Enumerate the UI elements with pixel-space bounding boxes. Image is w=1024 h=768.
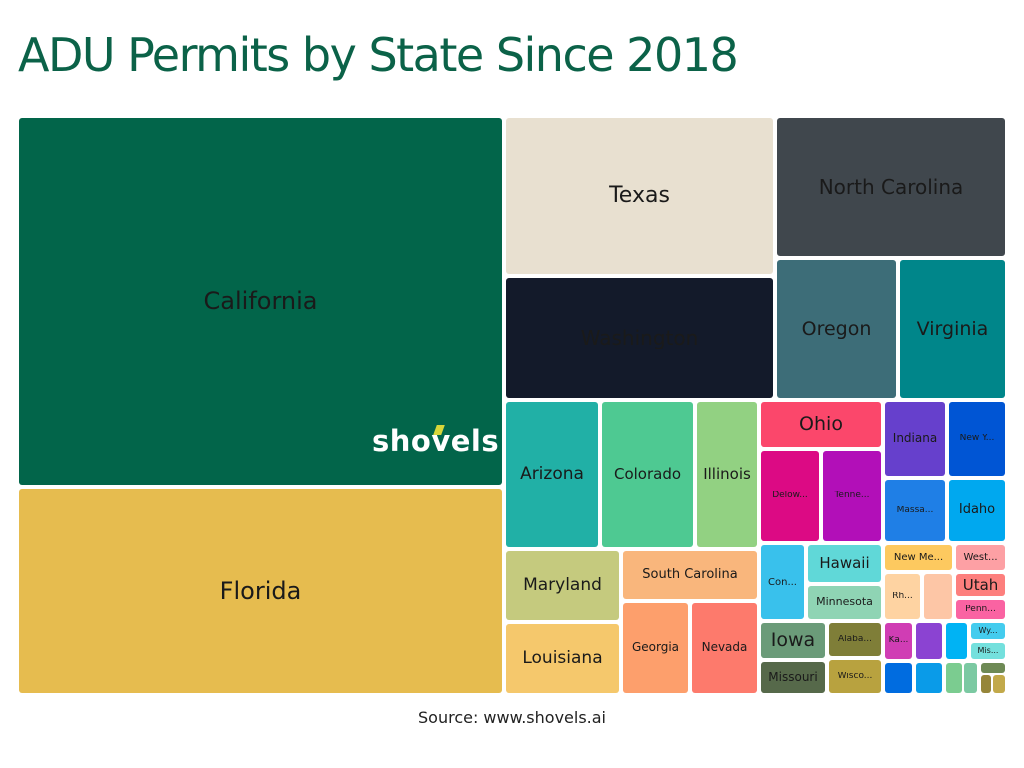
tile-georgia: Georgia <box>623 603 688 693</box>
tile-label: Massa... <box>896 505 934 515</box>
tile-label: Illinois <box>703 466 751 483</box>
tile-new-y: New Y... <box>949 402 1005 476</box>
tile-unlabeled-42 <box>946 663 962 693</box>
tile-ka: Ka... <box>885 623 912 659</box>
tile-unlabeled-43 <box>964 663 977 693</box>
tile-label: Minnesota <box>816 596 873 609</box>
tile-west: West... <box>956 545 1005 570</box>
tile-massa: Massa... <box>885 480 945 541</box>
tile-unlabeled-45 <box>981 675 991 693</box>
tile-label: Wy... <box>978 626 998 635</box>
tile-label: Con... <box>768 576 797 588</box>
tile-label: North Carolina <box>818 176 964 198</box>
tile-label: Iowa <box>770 630 816 651</box>
tile-mis: Mis... <box>971 643 1005 659</box>
tile-label: Mis... <box>977 646 999 655</box>
tile-delow: Delow... <box>761 451 819 541</box>
tile-new-me: New Me... <box>885 545 952 570</box>
tile-indiana: Indiana <box>885 402 945 476</box>
tile-south-carolina: South Carolina <box>623 551 757 599</box>
tile-unlabeled-41 <box>916 663 942 693</box>
tile-tenne: Tenne... <box>823 451 881 541</box>
tile-label: Indiana <box>892 432 938 446</box>
tile-unlabeled-25 <box>924 574 952 619</box>
tile-minnesota: Minnesota <box>808 586 881 619</box>
tile-unlabeled-37 <box>946 623 967 659</box>
tile-label: Texas <box>609 183 670 208</box>
tile-florida: Florida <box>19 489 502 693</box>
tile-label: Ka... <box>888 636 909 646</box>
tile-missouri: Missouri <box>761 662 825 693</box>
tile-label: Wisco... <box>837 671 873 681</box>
tile-idaho: Idaho <box>949 480 1005 541</box>
tile-ohio: Ohio <box>761 402 881 447</box>
tile-label: Hawaii <box>819 555 870 572</box>
tile-label: California <box>203 288 318 315</box>
tile-virginia: Virginia <box>900 260 1005 398</box>
source-note: Source: www.shovels.ai <box>418 708 606 727</box>
tile-label: Colorado <box>613 466 682 483</box>
tile-rh: Rh... <box>885 574 920 619</box>
tile-washington: Washington <box>506 278 773 398</box>
tile-label: Penn... <box>965 604 996 614</box>
tile-arizona: Arizona <box>506 402 598 547</box>
tile-label: Missouri <box>768 670 818 684</box>
tile-label: South Carolina <box>642 567 738 582</box>
tile-label: Tenne... <box>834 491 870 501</box>
tile-label: New Me... <box>893 552 944 563</box>
tile-label: Louisiana <box>522 649 603 668</box>
tile-label: Georgia <box>631 641 680 655</box>
tile-maryland: Maryland <box>506 551 619 620</box>
tile-label: Nevada <box>701 641 748 655</box>
tile-wy: Wy... <box>971 623 1005 639</box>
tile-wisco: Wisco... <box>829 660 881 693</box>
tile-unlabeled-44 <box>981 663 1005 673</box>
tile-alaba: Alaba... <box>829 623 881 656</box>
tile-label: Virginia <box>916 318 989 340</box>
tile-label: West... <box>963 552 998 563</box>
tile-north-carolina: North Carolina <box>777 118 1005 256</box>
tile-illinois: Illinois <box>697 402 757 547</box>
tile-utah: Utah <box>956 574 1005 596</box>
tile-label: Maryland <box>523 576 602 595</box>
tile-label: Oregon <box>801 318 872 340</box>
tile-oregon: Oregon <box>777 260 896 398</box>
tile-label: Arizona <box>520 465 584 484</box>
tile-label: Alaba... <box>838 634 872 644</box>
tile-label: Idaho <box>958 503 996 518</box>
tile-label: Florida <box>219 577 302 605</box>
tile-con: Con... <box>761 545 804 619</box>
tile-louisiana: Louisiana <box>506 624 619 693</box>
tile-nevada: Nevada <box>692 603 757 693</box>
tile-iowa: Iowa <box>761 623 825 658</box>
tile-texas: Texas <box>506 118 773 274</box>
tile-california: California <box>19 118 502 485</box>
tile-label: Utah <box>962 576 999 594</box>
tile-unlabeled-40 <box>885 663 912 693</box>
tile-penn: Penn... <box>956 600 1005 619</box>
tile-hawaii: Hawaii <box>808 545 881 582</box>
tile-label: Washington <box>580 327 699 349</box>
chart-title: ADU Permits by State Since 2018 <box>18 28 739 82</box>
tile-label: Delow... <box>772 491 808 501</box>
tile-label: Ohio <box>799 414 843 435</box>
tile-colorado: Colorado <box>602 402 693 547</box>
tile-unlabeled-46 <box>993 675 1005 693</box>
tile-label: New Y... <box>959 434 995 444</box>
tile-unlabeled-36 <box>916 623 942 659</box>
tile-label: Rh... <box>892 591 913 601</box>
